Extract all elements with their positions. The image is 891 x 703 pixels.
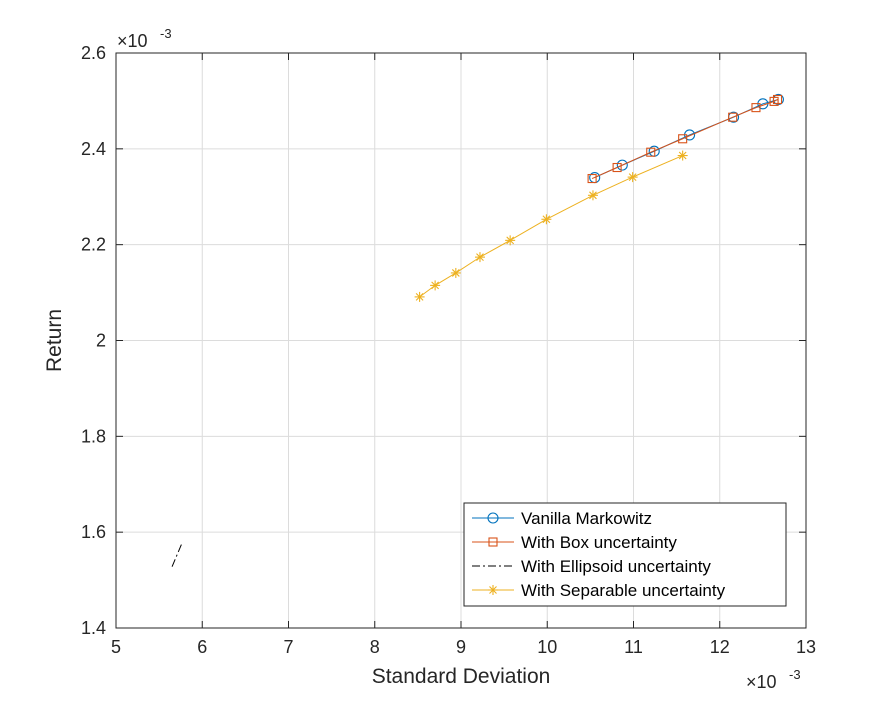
data-point bbox=[772, 94, 783, 105]
x-exponent-power: -3 bbox=[789, 667, 801, 682]
data-point bbox=[487, 512, 499, 524]
series-1 bbox=[587, 94, 783, 184]
y-tick-label: 1.6 bbox=[81, 522, 106, 542]
y-tick-label: 1.4 bbox=[81, 618, 106, 638]
y-axis-exponent: ×10 -3 bbox=[117, 26, 172, 51]
legend-label: Vanilla Markowitz bbox=[521, 509, 652, 528]
x-tick-label: 7 bbox=[283, 637, 293, 657]
data-point bbox=[488, 537, 498, 547]
data-point bbox=[541, 214, 552, 225]
x-exponent-base: ×10 bbox=[746, 672, 777, 692]
x-axis-exponent: ×10 -3 bbox=[746, 667, 801, 692]
legend-entry-ellipsoid-uncertainty: With Ellipsoid uncertainty bbox=[472, 557, 711, 576]
y-tick-label: 2.4 bbox=[81, 139, 106, 159]
series-line bbox=[171, 543, 183, 567]
data-point bbox=[474, 252, 485, 263]
legend-entry-vanilla-markowitz: Vanilla Markowitz bbox=[472, 509, 652, 528]
data-point bbox=[728, 112, 738, 122]
series-3 bbox=[414, 150, 688, 302]
data-point bbox=[505, 235, 516, 246]
y-tick-label: 2 bbox=[96, 331, 106, 351]
legend: Vanilla Markowitz With Box uncertainty W… bbox=[463, 502, 787, 607]
ticks: 5 6 7 8 9 10 11 12 13 1.4 1.6 1.8 2 2.2 2.4 2.6 bbox=[81, 43, 816, 657]
data-point bbox=[627, 172, 638, 183]
x-tick-label: 11 bbox=[624, 637, 643, 657]
data-point bbox=[488, 585, 498, 595]
data-point bbox=[751, 103, 761, 113]
data-point bbox=[587, 173, 597, 184]
y-exponent-power: -3 bbox=[160, 26, 172, 41]
legend-label: With Separable uncertainty bbox=[521, 581, 726, 600]
y-axis-label: Return bbox=[43, 309, 66, 372]
x-tick-label: 6 bbox=[197, 637, 207, 657]
series-2 bbox=[171, 543, 183, 567]
series-line bbox=[591, 99, 778, 179]
data-point bbox=[677, 150, 688, 161]
y-tick-label: 2.2 bbox=[81, 235, 106, 255]
data-point bbox=[587, 190, 598, 201]
y-tick-label: 2.6 bbox=[81, 43, 106, 63]
data-point bbox=[616, 159, 628, 171]
y-exponent-base: ×10 bbox=[117, 31, 148, 51]
x-tick-label: 12 bbox=[710, 637, 730, 657]
legend-entry-box-uncertainty: With Box uncertainty bbox=[472, 533, 677, 552]
legend-entry-separable-uncertainty: With Separable uncertainty bbox=[472, 581, 726, 600]
data-point bbox=[769, 96, 779, 106]
legend-box bbox=[463, 502, 787, 607]
y-tick-label: 1.8 bbox=[81, 426, 106, 446]
legend-label: With Ellipsoid uncertainty bbox=[521, 557, 711, 576]
series bbox=[171, 93, 784, 567]
x-tick-label: 9 bbox=[456, 637, 466, 657]
grid bbox=[115, 52, 807, 629]
data-point bbox=[678, 134, 688, 144]
data-point bbox=[430, 280, 441, 291]
x-axis-label: Standard Deviation bbox=[372, 665, 551, 688]
data-point bbox=[450, 267, 461, 278]
data-point bbox=[414, 291, 425, 302]
legend-label: With Box uncertainty bbox=[521, 533, 677, 552]
x-tick-label: 10 bbox=[537, 637, 557, 657]
x-tick-label: 13 bbox=[796, 637, 816, 657]
x-tick-label: 5 bbox=[111, 637, 121, 657]
data-point bbox=[646, 147, 656, 157]
data-point bbox=[612, 162, 622, 173]
x-tick-label: 8 bbox=[370, 637, 380, 657]
